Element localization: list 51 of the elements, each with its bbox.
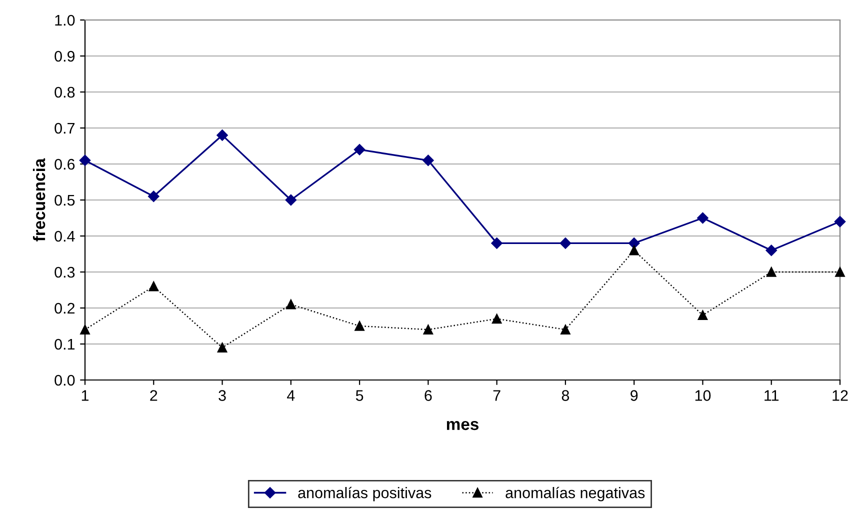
point bbox=[835, 267, 845, 277]
y-tick-label: 0.9 bbox=[54, 50, 75, 62]
point bbox=[766, 244, 777, 256]
x-axis-title: mes bbox=[446, 420, 478, 430]
point bbox=[834, 216, 846, 228]
y-tick-label: 0.3 bbox=[54, 266, 75, 278]
x-tick-label: 9 bbox=[630, 390, 638, 401]
x-tick-label: 1 bbox=[82, 390, 89, 401]
point bbox=[766, 267, 776, 277]
point bbox=[422, 154, 434, 166]
point bbox=[217, 342, 228, 352]
y-tick-label: 0.4 bbox=[54, 230, 75, 242]
point bbox=[148, 190, 160, 202]
x-tick-label: 3 bbox=[218, 390, 226, 401]
point bbox=[79, 154, 91, 166]
x-tick-label: 4 bbox=[287, 390, 295, 401]
point bbox=[628, 238, 640, 249]
y-tick-label: 0.5 bbox=[54, 194, 75, 206]
x-tick-label: 8 bbox=[562, 390, 570, 401]
y-tick-label: 0.7 bbox=[54, 122, 75, 134]
y-tick-label: 0.8 bbox=[54, 86, 75, 98]
point bbox=[492, 314, 502, 324]
point bbox=[423, 324, 434, 334]
y-axis-title: frecuencia bbox=[32, 158, 46, 242]
x-tick-label: 12 bbox=[832, 390, 848, 401]
point bbox=[698, 310, 708, 320]
point bbox=[629, 246, 639, 256]
y-tick-label: 0.0 bbox=[54, 374, 75, 386]
point bbox=[354, 321, 364, 331]
point bbox=[80, 324, 90, 334]
point bbox=[560, 238, 572, 249]
y-tick-label: 0.2 bbox=[54, 302, 75, 314]
point bbox=[491, 238, 502, 249]
point bbox=[148, 282, 158, 292]
x-tick-label: 6 bbox=[424, 390, 432, 401]
legend-label: anomalías negativas bbox=[506, 486, 645, 502]
x-tick-label: 7 bbox=[493, 390, 500, 401]
point bbox=[560, 324, 570, 334]
x-tick-label: 10 bbox=[695, 390, 711, 401]
point bbox=[354, 144, 366, 156]
x-tick-label: 5 bbox=[356, 390, 364, 401]
legend-label: anomalías positivas bbox=[298, 486, 432, 502]
x-tick-label: 2 bbox=[150, 390, 158, 401]
y-tick-label: 0.6 bbox=[54, 158, 75, 170]
x-tick-label: 11 bbox=[764, 390, 779, 401]
point bbox=[286, 300, 296, 310]
point bbox=[285, 194, 297, 206]
point bbox=[697, 212, 708, 224]
y-tick-label: 0.1 bbox=[54, 338, 75, 350]
y-tick-label: 1.0 bbox=[55, 14, 75, 26]
point bbox=[216, 130, 228, 141]
